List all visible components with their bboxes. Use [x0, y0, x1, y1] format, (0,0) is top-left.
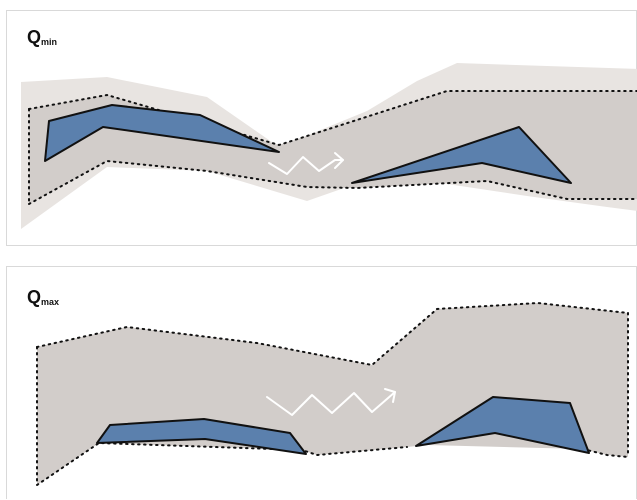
water-edge-top	[36, 301, 629, 367]
wavy-flow-arrow-icon	[266, 388, 396, 416]
gravel-bar-left	[96, 418, 307, 455]
diagram-q-max	[36, 301, 629, 486]
diagram-q-min	[21, 63, 637, 229]
wavy-flow-arrow-icon	[268, 152, 344, 175]
water-edge-bottom-right	[582, 448, 629, 458]
water-edge-bottom	[28, 159, 637, 205]
gravel-bar-right	[351, 126, 572, 184]
water-channel	[37, 303, 628, 485]
gravel-bar-right	[415, 396, 590, 454]
water-edge-top	[28, 90, 637, 147]
panel-q-max: Qmax	[6, 266, 637, 499]
panel-label-q-max: Qmax	[27, 287, 60, 307]
panel-q-min: Qmin	[6, 10, 637, 246]
panel-label-q-min: Qmin	[27, 27, 58, 47]
gravel-bar-left	[44, 104, 280, 162]
